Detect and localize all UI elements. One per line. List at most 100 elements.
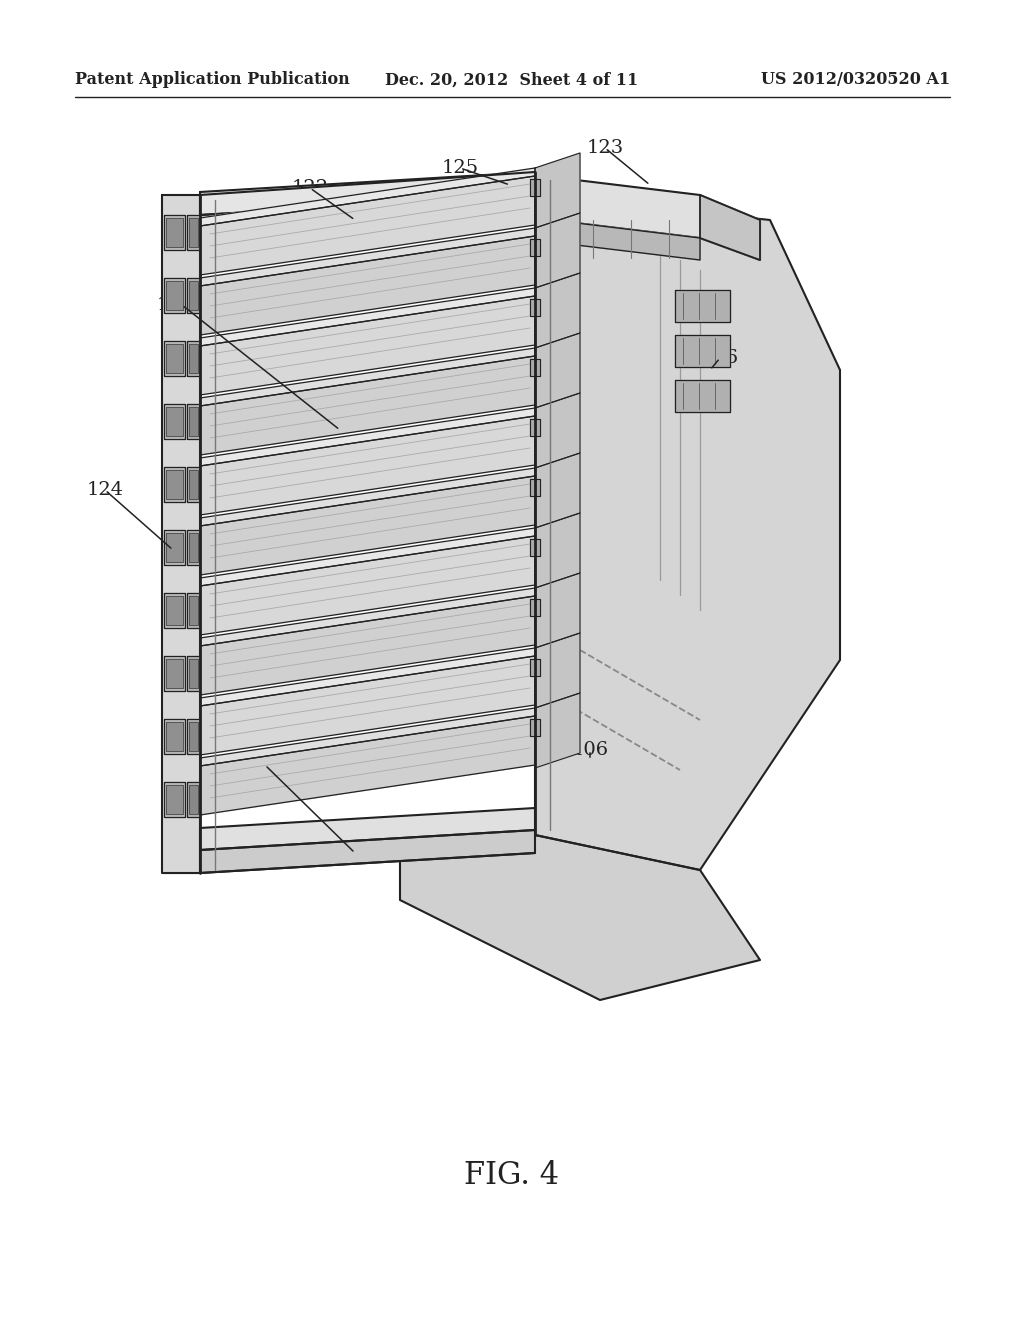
Polygon shape — [530, 359, 540, 376]
Polygon shape — [535, 218, 700, 260]
Polygon shape — [200, 288, 535, 346]
Polygon shape — [164, 593, 185, 628]
Polygon shape — [187, 531, 200, 565]
Text: Dec. 20, 2012  Sheet 4 of 11: Dec. 20, 2012 Sheet 4 of 11 — [385, 71, 639, 88]
Polygon shape — [166, 722, 183, 751]
Polygon shape — [164, 341, 185, 376]
Polygon shape — [200, 408, 535, 466]
Text: 125: 125 — [441, 158, 478, 177]
Polygon shape — [189, 722, 198, 751]
Polygon shape — [189, 407, 198, 436]
Polygon shape — [200, 587, 535, 645]
Polygon shape — [166, 470, 183, 499]
Polygon shape — [515, 195, 530, 216]
Polygon shape — [200, 236, 535, 335]
Polygon shape — [530, 479, 540, 496]
Polygon shape — [164, 215, 185, 249]
Polygon shape — [166, 345, 183, 374]
Polygon shape — [166, 533, 183, 562]
Polygon shape — [200, 296, 535, 395]
Polygon shape — [162, 195, 200, 873]
Polygon shape — [164, 656, 185, 690]
Polygon shape — [166, 218, 183, 247]
Polygon shape — [200, 228, 535, 286]
Polygon shape — [200, 176, 535, 275]
Polygon shape — [189, 785, 198, 814]
Polygon shape — [400, 836, 760, 1001]
Polygon shape — [535, 273, 580, 348]
Polygon shape — [200, 195, 535, 238]
Polygon shape — [530, 239, 540, 256]
Polygon shape — [200, 597, 535, 696]
Polygon shape — [164, 531, 185, 565]
Text: 123: 123 — [587, 139, 624, 157]
Polygon shape — [166, 597, 183, 624]
Polygon shape — [535, 213, 580, 288]
Polygon shape — [200, 416, 535, 515]
Polygon shape — [530, 418, 540, 436]
Polygon shape — [200, 528, 535, 586]
Polygon shape — [189, 597, 198, 624]
Polygon shape — [675, 335, 730, 367]
Polygon shape — [530, 539, 540, 556]
Polygon shape — [200, 168, 535, 226]
Polygon shape — [187, 719, 200, 754]
Polygon shape — [490, 172, 535, 195]
Polygon shape — [200, 708, 535, 766]
Polygon shape — [675, 290, 730, 322]
Polygon shape — [166, 659, 183, 688]
Polygon shape — [187, 656, 200, 690]
Polygon shape — [189, 281, 198, 310]
Polygon shape — [164, 467, 185, 502]
Polygon shape — [700, 195, 760, 260]
Polygon shape — [200, 808, 535, 850]
Polygon shape — [187, 467, 200, 502]
Polygon shape — [164, 781, 185, 817]
Polygon shape — [535, 513, 580, 587]
Polygon shape — [187, 279, 200, 313]
Polygon shape — [189, 218, 198, 247]
Text: FIG. 4: FIG. 4 — [465, 1159, 559, 1191]
Polygon shape — [530, 599, 540, 616]
Text: US 2012/0320520 A1: US 2012/0320520 A1 — [761, 71, 950, 88]
Polygon shape — [200, 536, 535, 635]
Polygon shape — [200, 469, 535, 525]
Polygon shape — [187, 781, 200, 817]
Text: 124: 124 — [86, 480, 124, 499]
Polygon shape — [200, 172, 535, 215]
Text: 106: 106 — [701, 348, 738, 367]
Polygon shape — [530, 719, 540, 737]
Polygon shape — [200, 477, 535, 576]
Polygon shape — [200, 356, 535, 455]
Text: 122: 122 — [292, 180, 329, 197]
Polygon shape — [535, 393, 580, 469]
Polygon shape — [200, 830, 535, 873]
Text: 107: 107 — [247, 756, 284, 774]
Polygon shape — [530, 180, 540, 195]
Polygon shape — [164, 404, 185, 440]
Polygon shape — [166, 407, 183, 436]
Polygon shape — [530, 659, 540, 676]
Polygon shape — [200, 715, 535, 814]
Polygon shape — [164, 279, 185, 313]
Polygon shape — [200, 648, 535, 706]
Polygon shape — [164, 719, 185, 754]
Polygon shape — [510, 191, 535, 220]
Polygon shape — [189, 659, 198, 688]
Polygon shape — [189, 533, 198, 562]
Polygon shape — [535, 333, 580, 408]
Text: 106: 106 — [571, 741, 608, 759]
Polygon shape — [535, 153, 580, 228]
Polygon shape — [535, 693, 580, 768]
Polygon shape — [166, 281, 183, 310]
Text: 105B: 105B — [157, 296, 208, 314]
Polygon shape — [535, 176, 760, 260]
Polygon shape — [166, 785, 183, 814]
Polygon shape — [189, 345, 198, 374]
Polygon shape — [535, 573, 580, 648]
Polygon shape — [187, 215, 200, 249]
Polygon shape — [530, 300, 540, 315]
Polygon shape — [187, 404, 200, 440]
Polygon shape — [189, 470, 198, 499]
Polygon shape — [675, 380, 730, 412]
